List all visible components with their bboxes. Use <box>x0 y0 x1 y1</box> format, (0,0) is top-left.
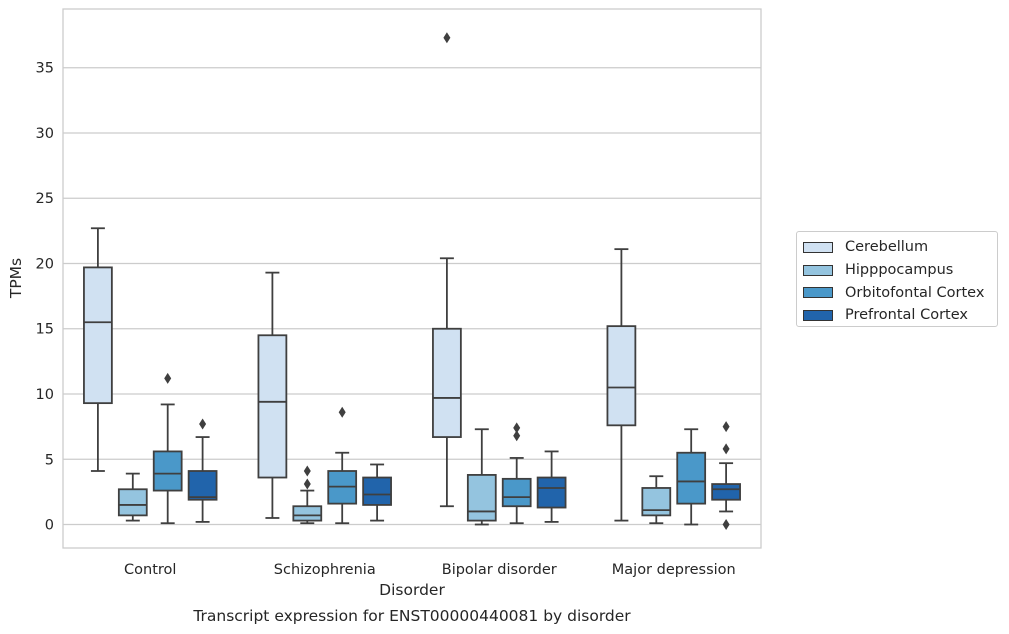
box-iqr <box>83 266 113 405</box>
legend-swatch-prefrontal <box>803 309 833 321</box>
y-axis-label: TPMs <box>7 258 25 299</box>
box-iqr <box>501 477 532 508</box>
box-series <box>83 32 741 531</box>
y-tick-label-0: 0 <box>45 518 54 534</box>
box-iqr <box>536 476 567 509</box>
legend-label-cerebellum: Cerebellum <box>845 239 929 256</box>
outlier-point-1 <box>303 465 311 477</box>
outlier-point-0 <box>513 430 521 442</box>
legend: Cerebellum Hipppocampus Orbitofontal Cor… <box>796 231 998 327</box>
box-iqr <box>152 450 183 492</box>
legend-item-prefrontal: Prefrontal Cortex <box>803 304 997 327</box>
x-tick-label-3: Major depression <box>612 562 736 578</box>
box-2-2 <box>501 422 532 525</box>
y-tick-label-35: 35 <box>36 61 54 77</box>
box-1-3 <box>641 475 672 525</box>
box-2-1 <box>327 406 358 525</box>
legend-label-orbitofrontal: Orbitofontal Cortex <box>845 284 985 301</box>
legend-swatch-orbitofrontal <box>803 287 833 299</box>
box-1-0 <box>117 472 148 522</box>
outlier-point-1 <box>722 443 730 455</box>
legend-label-hippocampus: Hipppocampus <box>845 262 954 279</box>
box-0-2 <box>432 32 462 508</box>
box-0-3 <box>606 248 637 522</box>
chart-caption: Transcript expression for ENST0000044008… <box>193 607 631 625</box>
outlier-point-0 <box>443 32 451 44</box>
y-tick-label-15: 15 <box>36 322 54 338</box>
y-tick-label-10: 10 <box>36 387 54 403</box>
x-tick-label-1: Schizophrenia <box>274 562 376 578</box>
legend-item-hippocampus: Hipppocampus <box>803 259 997 282</box>
box-iqr <box>641 487 672 517</box>
y-tick-labels: 0 5 10 15 20 25 30 35 <box>36 61 54 534</box>
box-0-0 <box>83 227 113 472</box>
outlier-point-0 <box>164 372 172 384</box>
box-3-0 <box>187 418 218 523</box>
legend-swatch-cerebellum <box>803 241 833 253</box>
box-iqr <box>466 474 497 522</box>
x-axis-label: Disorder <box>379 581 445 599</box>
y-tick-label-20: 20 <box>36 256 54 272</box>
x-tick-labels: Control Schizophrenia Bipolar disorder Majo… <box>124 562 736 578</box>
outlier-point-0 <box>199 418 207 430</box>
y-tick-label-30: 30 <box>36 126 54 142</box>
x-tick-label-0: Control <box>124 562 176 578</box>
box-3-1 <box>362 463 392 522</box>
box-2-0 <box>152 372 183 525</box>
x-tick-label-2: Bipolar disorder <box>442 562 557 578</box>
box-iqr <box>432 327 462 438</box>
legend-swatch-hippocampus <box>803 264 833 276</box>
outlier-point-1 <box>513 422 521 434</box>
box-1-1 <box>292 465 323 525</box>
box-0-1 <box>257 271 288 519</box>
legend-item-cerebellum: Cerebellum <box>803 236 997 259</box>
box-iqr <box>676 451 707 505</box>
box-3-3 <box>711 421 741 531</box>
box-iqr <box>117 488 148 517</box>
box-1-2 <box>466 428 497 526</box>
box-iqr <box>257 334 288 479</box>
outlier-point-0 <box>303 478 311 490</box>
outlier-point-0 <box>722 519 730 531</box>
legend-label-prefrontal: Prefrontal Cortex <box>845 307 968 324</box>
y-tick-label-25: 25 <box>36 191 54 207</box>
plot-frame <box>62 8 762 549</box>
box-iqr <box>711 483 741 501</box>
legend-item-orbitofrontal: Orbitofontal Cortex <box>803 281 997 304</box>
outlier-point-0 <box>338 406 346 418</box>
box-iqr <box>362 476 392 506</box>
y-tick-label-5: 5 <box>45 452 54 468</box>
outlier-point-2 <box>722 421 730 433</box>
box-2-3 <box>676 428 707 526</box>
box-iqr <box>292 505 323 522</box>
box-3-2 <box>536 450 567 523</box>
box-iqr <box>606 325 637 427</box>
box-iqr <box>187 470 218 501</box>
